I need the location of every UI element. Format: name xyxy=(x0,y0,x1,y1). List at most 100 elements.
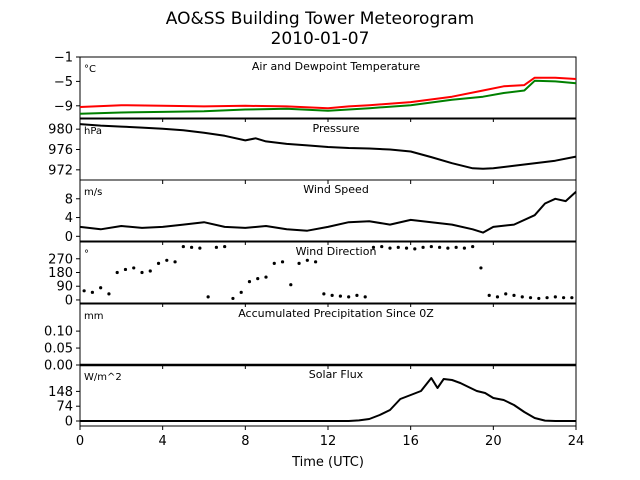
x-tick-label: 0 xyxy=(76,434,84,449)
y-tick-label: 90 xyxy=(56,280,73,295)
wind-direction-point xyxy=(198,246,202,250)
wind-direction-point xyxy=(512,293,516,297)
wind-direction-point xyxy=(495,295,500,299)
wind-direction-point xyxy=(380,244,384,249)
unit-label: hPa xyxy=(84,126,102,137)
panel-title: Air and Dewpoint Temperature xyxy=(252,60,420,73)
wind-direction-point xyxy=(553,295,557,299)
wind-direction-point xyxy=(272,261,276,265)
wind-direction-point xyxy=(239,290,243,294)
wind-direction-point xyxy=(438,245,442,249)
y-tick-label: 180 xyxy=(48,266,73,281)
wind-direction-point xyxy=(487,293,491,297)
series-line xyxy=(79,190,577,234)
wind-direction-point xyxy=(107,292,111,296)
wind-direction-point xyxy=(404,246,409,250)
series-line xyxy=(79,76,577,110)
unit-label: °C xyxy=(84,64,96,75)
unit-label: ° xyxy=(84,249,89,260)
wind-direction-point xyxy=(429,244,433,249)
wind-direction-point xyxy=(264,275,268,279)
y-tick-label: −1 xyxy=(54,51,73,66)
x-tick-label: 8 xyxy=(241,434,249,449)
wind-direction-point xyxy=(140,270,144,275)
panels: −1 −5 −9 °C Air and Dewpoint Temperature 980 9… xyxy=(44,51,584,450)
y-tick-label: 972 xyxy=(48,163,73,178)
y-tick-label: 4 xyxy=(65,211,73,226)
wind-direction-point xyxy=(181,244,185,249)
wind-direction-point xyxy=(280,260,285,264)
wind-direction-point xyxy=(82,289,86,293)
wind-direction-point xyxy=(347,295,351,299)
wind-direction-point xyxy=(156,261,161,265)
series-line xyxy=(79,123,577,170)
wind-direction-point xyxy=(454,245,458,249)
wind-direction-point xyxy=(355,293,359,297)
wind-direction-point xyxy=(256,277,260,281)
x-tick-label: 20 xyxy=(485,434,502,449)
wind-direction-point xyxy=(413,247,417,251)
wind-direction-point xyxy=(479,266,483,270)
y-tick-label: −9 xyxy=(54,99,73,114)
panel-title: Accumulated Precipitation Since 0Z xyxy=(238,307,434,320)
wind-direction-point xyxy=(462,246,466,250)
wind-direction-point xyxy=(504,292,508,296)
figure-date: 2010-01-07 xyxy=(271,29,370,49)
wind-direction-point xyxy=(231,296,235,301)
wind-direction-point xyxy=(537,296,541,301)
y-tick-label: 0 xyxy=(65,415,73,430)
wind-direction-point xyxy=(446,246,450,250)
y-tick-label: 976 xyxy=(48,143,73,158)
y-tick-label: 980 xyxy=(48,123,73,138)
panel-title: Wind Speed xyxy=(303,183,369,196)
wind-direction-point xyxy=(99,286,103,290)
wind-direction-point xyxy=(165,258,169,262)
wind-direction-point xyxy=(223,244,227,249)
wind-direction-point xyxy=(322,292,326,296)
panel-title: Solar Flux xyxy=(309,368,364,381)
wind-direction-point xyxy=(528,296,533,300)
wind-direction-point xyxy=(115,270,119,275)
wind-direction-point xyxy=(148,269,152,273)
series-line xyxy=(79,79,577,115)
wind-direction-point xyxy=(562,296,566,300)
wind-direction-point xyxy=(190,245,194,249)
wind-direction-point xyxy=(297,261,301,265)
y-tick-label: 0 xyxy=(65,293,73,308)
wind-direction-point xyxy=(330,293,334,297)
wind-direction-point xyxy=(173,260,177,264)
wind-direction-point xyxy=(123,267,128,272)
wind-direction-point xyxy=(363,295,367,299)
x-tick-label: 24 xyxy=(568,434,585,449)
wind-direction-point xyxy=(247,280,252,284)
x-axis-label: Time (UTC) xyxy=(291,455,364,470)
wind-direction-point xyxy=(338,294,342,298)
wind-direction-point xyxy=(520,295,524,299)
wind-direction-point xyxy=(471,244,475,249)
y-tick-label: 8 xyxy=(65,192,73,207)
figure-title: AO&SS Building Tower Meteorogram xyxy=(166,9,474,29)
y-tick-label: 0.00 xyxy=(44,359,73,374)
wind-direction-point xyxy=(132,266,136,270)
wind-direction-point xyxy=(305,258,309,262)
y-tick-label: 0.05 xyxy=(44,342,73,357)
y-tick-label: 74 xyxy=(56,400,73,415)
y-tick-label: 0 xyxy=(65,230,73,245)
wind-direction-point xyxy=(90,290,94,294)
unit-label: m/s xyxy=(84,187,102,198)
series-line xyxy=(80,377,576,422)
x-tick-label: 12 xyxy=(320,434,337,449)
wind-direction-point xyxy=(289,283,293,287)
y-tick-label: 0.10 xyxy=(44,325,73,340)
y-tick-label: 148 xyxy=(48,385,73,400)
y-tick-label: −5 xyxy=(54,75,73,90)
wind-direction-point xyxy=(388,246,392,250)
wind-direction-point xyxy=(570,296,574,300)
wind-direction-point xyxy=(314,260,318,264)
wind-direction-point xyxy=(421,245,425,249)
panel-title: Pressure xyxy=(313,122,360,135)
wind-direction-point xyxy=(396,245,400,249)
wind-direction-point xyxy=(206,295,210,299)
wind-direction-point xyxy=(545,296,549,300)
